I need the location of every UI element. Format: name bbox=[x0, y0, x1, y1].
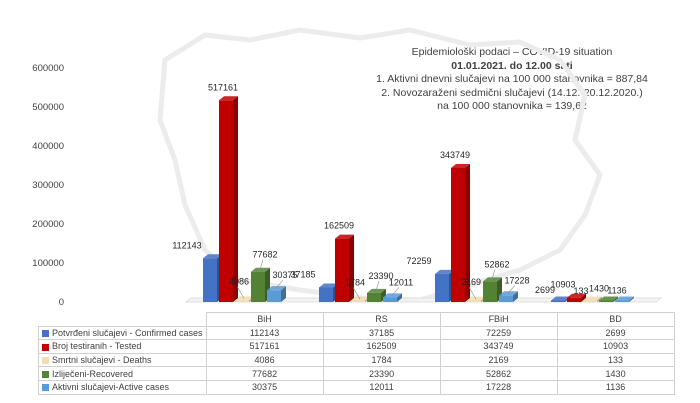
info-date: 01.01.2021. do 12.00 sati bbox=[451, 59, 573, 72]
table-cell: 1784 bbox=[322, 352, 441, 368]
data-label: 162509 bbox=[324, 221, 354, 231]
y-tick-label: 200000 bbox=[32, 219, 64, 230]
bar-bd-series-2 bbox=[583, 296, 602, 302]
bar-fbih-series-4 bbox=[499, 291, 518, 302]
y-tick-label: 100000 bbox=[32, 258, 64, 269]
data-table-header: BiH RS FBiH BD bbox=[38, 312, 675, 327]
legend-key-icon bbox=[42, 370, 49, 378]
info-title: Epidemiološki podaci – COVID-19 situatio… bbox=[411, 46, 613, 58]
y-tick-label: 300000 bbox=[32, 180, 64, 191]
legend-label: Aktivni slučajevi-Active cases bbox=[52, 382, 170, 393]
legend-entry: Izliječeni-Recovered bbox=[38, 366, 207, 381]
legend-key-icon bbox=[42, 343, 49, 351]
table-cell: 2169 bbox=[439, 352, 558, 368]
data-label: 10903 bbox=[550, 280, 575, 290]
data-label: 517161 bbox=[208, 82, 238, 92]
data-label: 30375 bbox=[272, 270, 297, 280]
info-box: Epidemiološki podaci – COVID-19 situatio… bbox=[352, 46, 672, 114]
map-outline-background bbox=[157, 27, 603, 303]
table-cell: 10903 bbox=[556, 339, 675, 354]
table-cell: 343749 bbox=[439, 339, 558, 354]
table-row: Smrtni slučajevi - Deaths 4086 1784 2169 133 bbox=[38, 352, 675, 368]
legend-key-icon bbox=[42, 384, 49, 392]
legend-label: Smrtni slučajevi - Deaths bbox=[52, 355, 152, 366]
table-cell: 37185 bbox=[322, 325, 441, 341]
data-label: 52862 bbox=[484, 259, 509, 269]
bar-bd-series-4 bbox=[615, 296, 634, 302]
data-label: 23390 bbox=[368, 271, 393, 281]
y-tick-label: 400000 bbox=[32, 141, 64, 152]
table-cell: 1430 bbox=[556, 366, 675, 381]
table-cell: 2699 bbox=[556, 325, 675, 341]
data-label: 17228 bbox=[504, 275, 529, 285]
table-cell: 72259 bbox=[439, 325, 558, 341]
bar-bd-series-3 bbox=[599, 296, 618, 302]
table-cell: 162509 bbox=[322, 339, 441, 354]
data-table: BiH RS FBiH BD Potvrđeni slučajevi - Confir… bbox=[38, 312, 675, 395]
table-category-header: BiH bbox=[205, 312, 324, 327]
table-category-header: BD bbox=[556, 312, 675, 327]
y-tick-label: 600000 bbox=[32, 63, 64, 74]
data-label: 112143 bbox=[172, 240, 201, 250]
y-tick-label: 0 bbox=[59, 297, 64, 308]
bar-bd-series-1 bbox=[567, 293, 586, 302]
table-category-header: FBiH bbox=[439, 312, 558, 327]
data-label: 2699 bbox=[535, 285, 555, 295]
table-cell: 23390 bbox=[322, 366, 441, 381]
table-cell: 517161 bbox=[205, 339, 324, 354]
table-row: Izliječeni-Recovered 77682 23390 52862 1430 bbox=[38, 366, 675, 381]
legend-key-icon bbox=[42, 357, 49, 365]
table-cell: 77682 bbox=[205, 366, 324, 381]
bar-fbih-series-1 bbox=[451, 163, 470, 302]
data-label: 343749 bbox=[440, 150, 470, 160]
legend-label: Izliječeni-Recovered bbox=[52, 368, 134, 379]
table-cell: 133 bbox=[556, 352, 675, 368]
data-label: 12011 bbox=[389, 277, 413, 287]
legend-label: Broj testiranih - Tested bbox=[52, 341, 142, 352]
info-active-per-100k: 1. Aktivni dnevni slučajevi na 100 000 s… bbox=[376, 73, 648, 85]
legend-label: Potvrđeni slučajevi - Confirmed cases bbox=[52, 327, 203, 338]
map-outline bbox=[157, 27, 603, 303]
bar-bih-series-1 bbox=[219, 96, 238, 302]
table-row: Broj testiranih - Tested 517161 162509 3437… bbox=[38, 339, 675, 354]
y-tick-label: 500000 bbox=[32, 102, 64, 113]
table-cell: 12011 bbox=[322, 379, 441, 395]
bar-rs-series-1 bbox=[335, 234, 354, 302]
table-cell: 17228 bbox=[439, 379, 558, 395]
data-label: 1430 bbox=[589, 283, 609, 293]
legend-entry: Potvrđeni slučajevi - Confirmed cases bbox=[38, 325, 207, 341]
table-cell: 30375 bbox=[205, 379, 324, 395]
data-label: 77682 bbox=[252, 250, 277, 260]
bar-bih-series-4 bbox=[267, 286, 286, 302]
legend-entry: Broj testiranih - Tested bbox=[38, 339, 207, 354]
data-table-corner bbox=[38, 312, 207, 327]
table-cell: 4086 bbox=[205, 352, 324, 368]
table-cell: 1136 bbox=[556, 379, 675, 395]
data-label: 1136 bbox=[607, 286, 626, 296]
table-row: Potvrđeni slučajevi - Confirmed cases 112… bbox=[38, 325, 675, 341]
info-weekly-new: 2. Novozaraženi sedmični slučajevi (14.1… bbox=[381, 86, 643, 99]
data-label: 4086 bbox=[229, 276, 249, 286]
bar-rs-series-4 bbox=[383, 293, 402, 302]
data-label: 1784 bbox=[345, 277, 365, 287]
legend-entry: Smrtni slučajevi - Deaths bbox=[38, 352, 207, 368]
data-label: 72259 bbox=[406, 256, 431, 266]
table-category-header: RS bbox=[322, 312, 441, 327]
bar-rs-series-0 bbox=[319, 283, 338, 302]
table-row: Aktivni slučajevi-Active cases 30375 12011… bbox=[38, 379, 675, 395]
data-label: 2169 bbox=[461, 277, 481, 287]
info-weekly-new-value: na 100 000 stanovnika = 139,62 bbox=[437, 100, 587, 112]
table-cell: 52862 bbox=[439, 366, 558, 381]
legend-key-icon bbox=[42, 330, 49, 338]
data-label: 133 bbox=[573, 286, 588, 296]
legend-entry: Aktivni slučajevi-Active cases bbox=[38, 379, 207, 395]
bar-series bbox=[203, 96, 634, 302]
data-label: 37185 bbox=[290, 269, 315, 279]
table-cell: 112143 bbox=[205, 325, 324, 341]
